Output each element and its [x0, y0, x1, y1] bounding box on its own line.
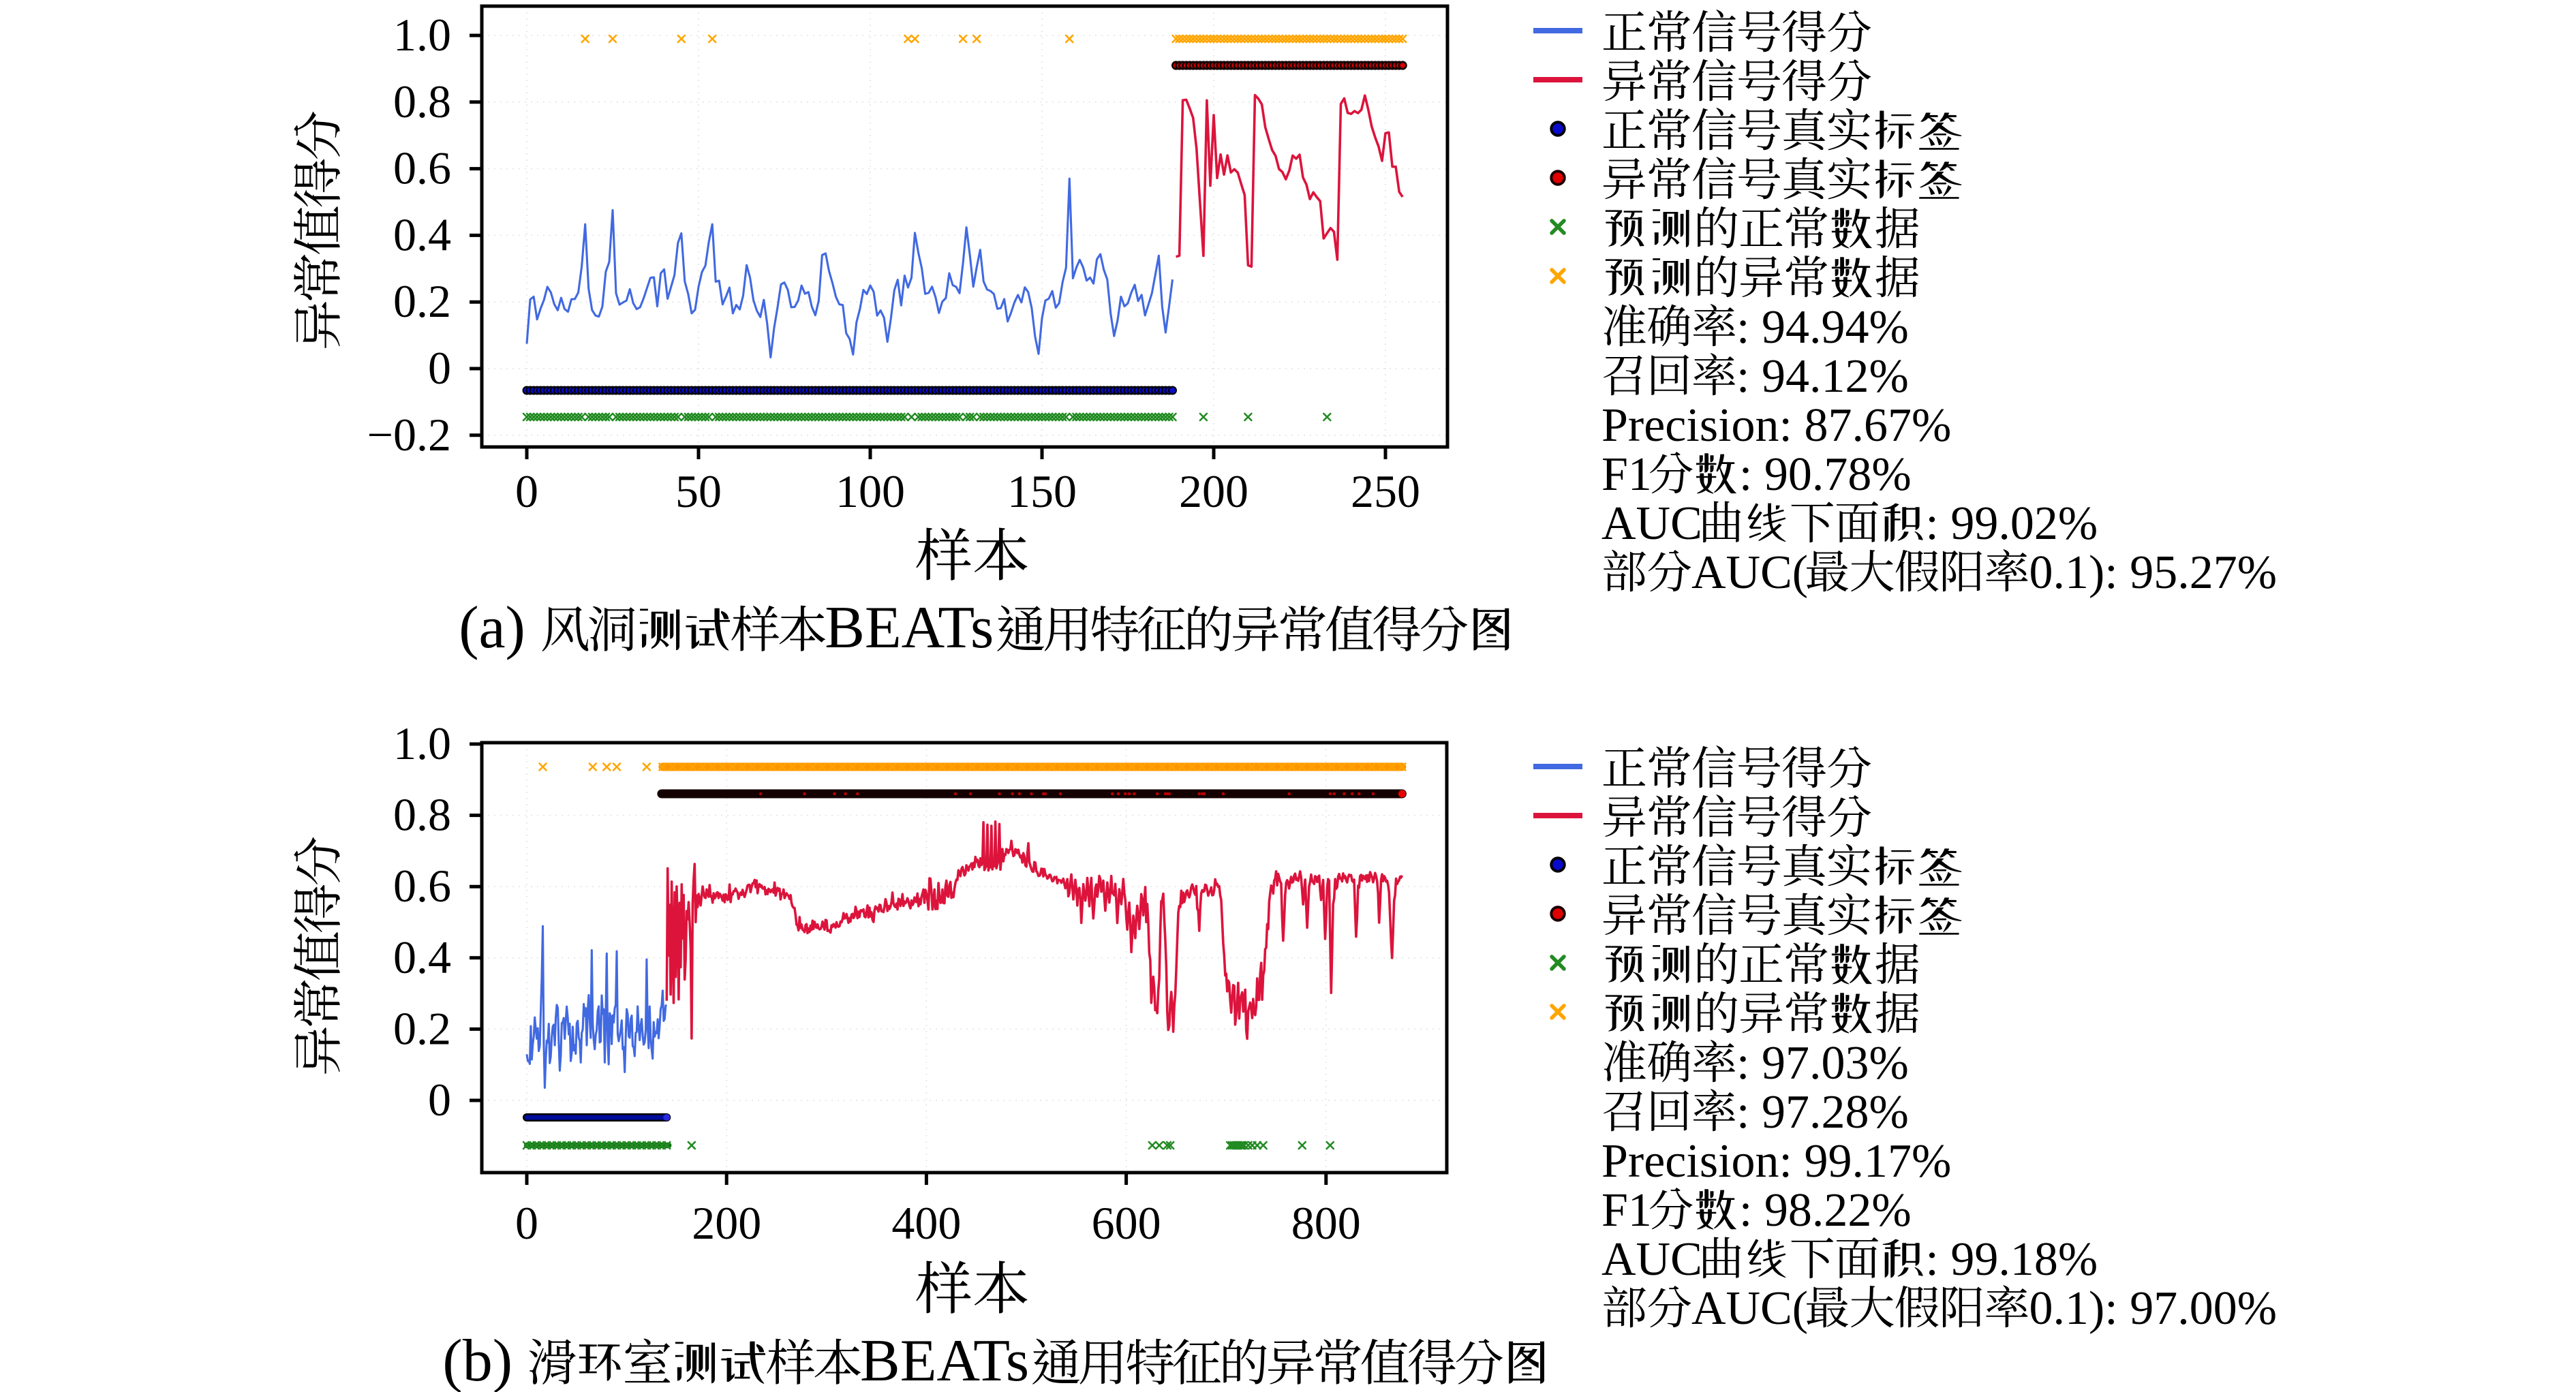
svg-text:0: 0: [515, 1197, 538, 1249]
svg-text:200: 200: [692, 1197, 761, 1249]
svg-text:AUC(: AUC(: [1691, 546, 1808, 599]
svg-text:0.1): 97.00%: 0.1): 97.00%: [2029, 1282, 2278, 1335]
svg-text:0.4: 0.4: [393, 208, 451, 260]
svg-text:0.6: 0.6: [393, 860, 451, 912]
svg-text:AUC: AUC: [1601, 497, 1702, 550]
svg-text:AUC(: AUC(: [1691, 1282, 1808, 1335]
svg-text:0: 0: [428, 1074, 451, 1126]
svg-text:800: 800: [1291, 1197, 1361, 1249]
svg-text:200: 200: [1179, 465, 1248, 517]
svg-text:400: 400: [891, 1197, 961, 1249]
svg-text:0.2: 0.2: [393, 275, 451, 327]
svg-text:0.8: 0.8: [393, 76, 451, 127]
svg-text:AUC: AUC: [1601, 1233, 1702, 1286]
svg-text:0.2: 0.2: [393, 1002, 451, 1054]
svg-text:: 90.78%: : 90.78%: [1739, 448, 1912, 501]
svg-text:: 99.02%: : 99.02%: [1925, 497, 2098, 550]
svg-text:0.1): 95.27%: 0.1): 95.27%: [2029, 546, 2278, 599]
svg-text:−0.2: −0.2: [367, 409, 451, 461]
svg-text:Precision: 99.17%: Precision: 99.17%: [1601, 1135, 1951, 1188]
svg-text:0.8: 0.8: [393, 789, 451, 841]
svg-text:Precision: 87.67%: Precision: 87.67%: [1601, 399, 1951, 452]
svg-text:100: 100: [835, 465, 905, 517]
svg-text:F1: F1: [1601, 1184, 1652, 1237]
svg-text:0: 0: [515, 465, 538, 517]
svg-text:(b): (b): [442, 1328, 527, 1392]
svg-text:0.6: 0.6: [393, 142, 451, 194]
svg-text:50: 50: [675, 465, 722, 517]
svg-text:F1: F1: [1601, 448, 1652, 501]
svg-text:: 98.22%: : 98.22%: [1739, 1184, 1912, 1237]
svg-text:250: 250: [1351, 465, 1420, 517]
svg-text:(a): (a): [459, 595, 540, 661]
svg-text:0: 0: [428, 342, 451, 394]
svg-text:0.4: 0.4: [393, 931, 451, 983]
svg-text:BEATs: BEATs: [825, 595, 994, 661]
svg-text:1.0: 1.0: [393, 717, 451, 769]
svg-text:600: 600: [1092, 1197, 1161, 1249]
svg-text:: 99.18%: : 99.18%: [1925, 1233, 2098, 1286]
svg-text:: 97.03%: : 97.03%: [1736, 1037, 1909, 1089]
svg-text:: 94.12%: : 94.12%: [1736, 350, 1909, 403]
svg-text:BEATs: BEATs: [860, 1328, 1029, 1392]
svg-text:: 97.28%: : 97.28%: [1736, 1086, 1909, 1139]
svg-text:150: 150: [1007, 465, 1077, 517]
svg-text:: 94.94%: : 94.94%: [1736, 301, 1909, 354]
svg-text:1.0: 1.0: [393, 9, 451, 61]
